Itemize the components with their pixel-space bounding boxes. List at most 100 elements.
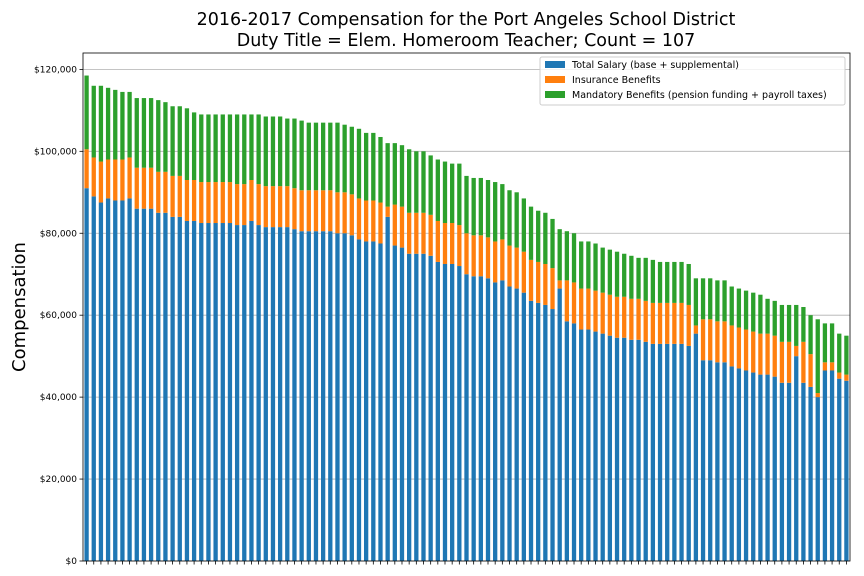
bar-salary — [442, 263, 448, 561]
bar-salary — [736, 368, 742, 561]
bar-mandatory — [170, 106, 175, 176]
bar-mandatory — [485, 180, 491, 238]
bar-insurance — [220, 182, 225, 224]
bar-insurance — [342, 192, 347, 234]
bar-insurance — [206, 182, 211, 224]
bar-mandatory — [607, 249, 613, 295]
bar-insurance — [765, 333, 770, 375]
bar-salary — [514, 288, 519, 561]
axes: $0 $20,000 $40,000 $60,000 $80,000 $100,000 $1… — [34, 52, 851, 567]
bar-insurance — [751, 331, 756, 373]
bar-insurance — [98, 161, 104, 203]
bar-salary — [600, 333, 605, 561]
bar-mandatory — [328, 122, 333, 191]
bar-mandatory — [299, 120, 304, 191]
bar-mandatory — [586, 241, 591, 289]
bar-salary — [407, 253, 412, 561]
bar-mandatory — [313, 122, 319, 191]
bar-mandatory — [163, 102, 168, 172]
bar-salary — [808, 386, 813, 561]
bar-insurance — [844, 374, 849, 381]
bar-mandatory — [292, 118, 297, 189]
legend-box — [539, 56, 846, 106]
bar-insurance — [242, 184, 247, 226]
bar-salary — [371, 241, 376, 562]
bar-mandatory — [270, 116, 276, 187]
bar-mandatory — [493, 182, 498, 242]
bar-mandatory — [751, 292, 756, 332]
bar-mandatory — [199, 114, 204, 183]
bar-mandatory — [643, 257, 648, 301]
bar-salary — [156, 212, 161, 561]
bar-mandatory — [148, 98, 154, 168]
bar-salary — [285, 227, 290, 561]
legend: Total Salary (base + supplemental) Insur… — [539, 56, 846, 106]
bar-salary — [349, 235, 354, 561]
bar-mandatory — [743, 290, 749, 330]
bar-salary — [772, 376, 777, 561]
bar-insurance — [629, 298, 634, 340]
bar-insurance — [536, 261, 541, 303]
bar-salary — [801, 382, 806, 561]
bar-salary — [184, 220, 190, 561]
bar-insurance — [679, 302, 684, 344]
bar-salary — [765, 374, 770, 561]
bar-mandatory — [657, 261, 663, 303]
bar-salary — [815, 397, 820, 561]
bar-insurance — [564, 280, 570, 322]
bar-insurance — [277, 186, 283, 228]
bar-mandatory — [801, 307, 806, 342]
bar-insurance — [736, 327, 742, 369]
bar-mandatory — [371, 132, 376, 201]
bar-salary — [837, 378, 842, 561]
bar-insurance — [607, 294, 613, 336]
y-tick-label: $0 — [66, 557, 78, 567]
bar-mandatory — [722, 280, 727, 322]
bar-insurance — [614, 296, 620, 338]
bar-salary — [779, 382, 785, 561]
bar-mandatory — [134, 98, 139, 168]
bar-mandatory — [844, 335, 849, 375]
bar-mandatory — [392, 143, 397, 205]
bar-salary — [722, 362, 727, 561]
bar-salary — [435, 261, 440, 561]
bar-mandatory — [435, 159, 440, 221]
bar-salary — [579, 329, 584, 561]
bar-insurance — [399, 206, 405, 248]
bar-insurance — [349, 194, 354, 236]
bar-mandatory — [378, 136, 383, 203]
bar-salary — [213, 223, 218, 562]
bar-insurance — [127, 157, 132, 199]
bar-salary — [550, 309, 555, 561]
bar-mandatory — [306, 122, 311, 191]
bar-salary — [421, 253, 426, 561]
bar-salary — [141, 208, 147, 561]
plot-frame — [82, 52, 851, 562]
bar-salary — [170, 216, 175, 561]
bar-insurance — [356, 198, 362, 240]
bar-insurance — [794, 345, 799, 357]
bar-salary — [471, 276, 476, 561]
bar-insurance — [650, 302, 656, 344]
bar-salary — [786, 382, 792, 561]
bar-salary — [593, 331, 598, 561]
bar-insurance — [507, 245, 512, 287]
bar-mandatory — [105, 87, 111, 160]
bar-salary — [227, 223, 233, 562]
bar-salary — [665, 343, 670, 561]
bar-salary — [564, 321, 570, 561]
bar-salary — [571, 323, 577, 561]
bar-salary — [91, 196, 96, 562]
bar-salary — [700, 360, 706, 561]
bar-insurance — [521, 251, 526, 293]
bar-mandatory — [665, 261, 670, 303]
bars — [84, 75, 849, 562]
bar-mandatory — [98, 85, 104, 162]
bar-salary — [829, 370, 835, 561]
bar-salary — [629, 339, 634, 561]
bar-salary — [557, 288, 562, 561]
bar-mandatory — [206, 114, 211, 183]
bar-insurance — [91, 157, 96, 197]
bar-mandatory — [428, 155, 433, 215]
bar-mandatory — [450, 163, 455, 224]
